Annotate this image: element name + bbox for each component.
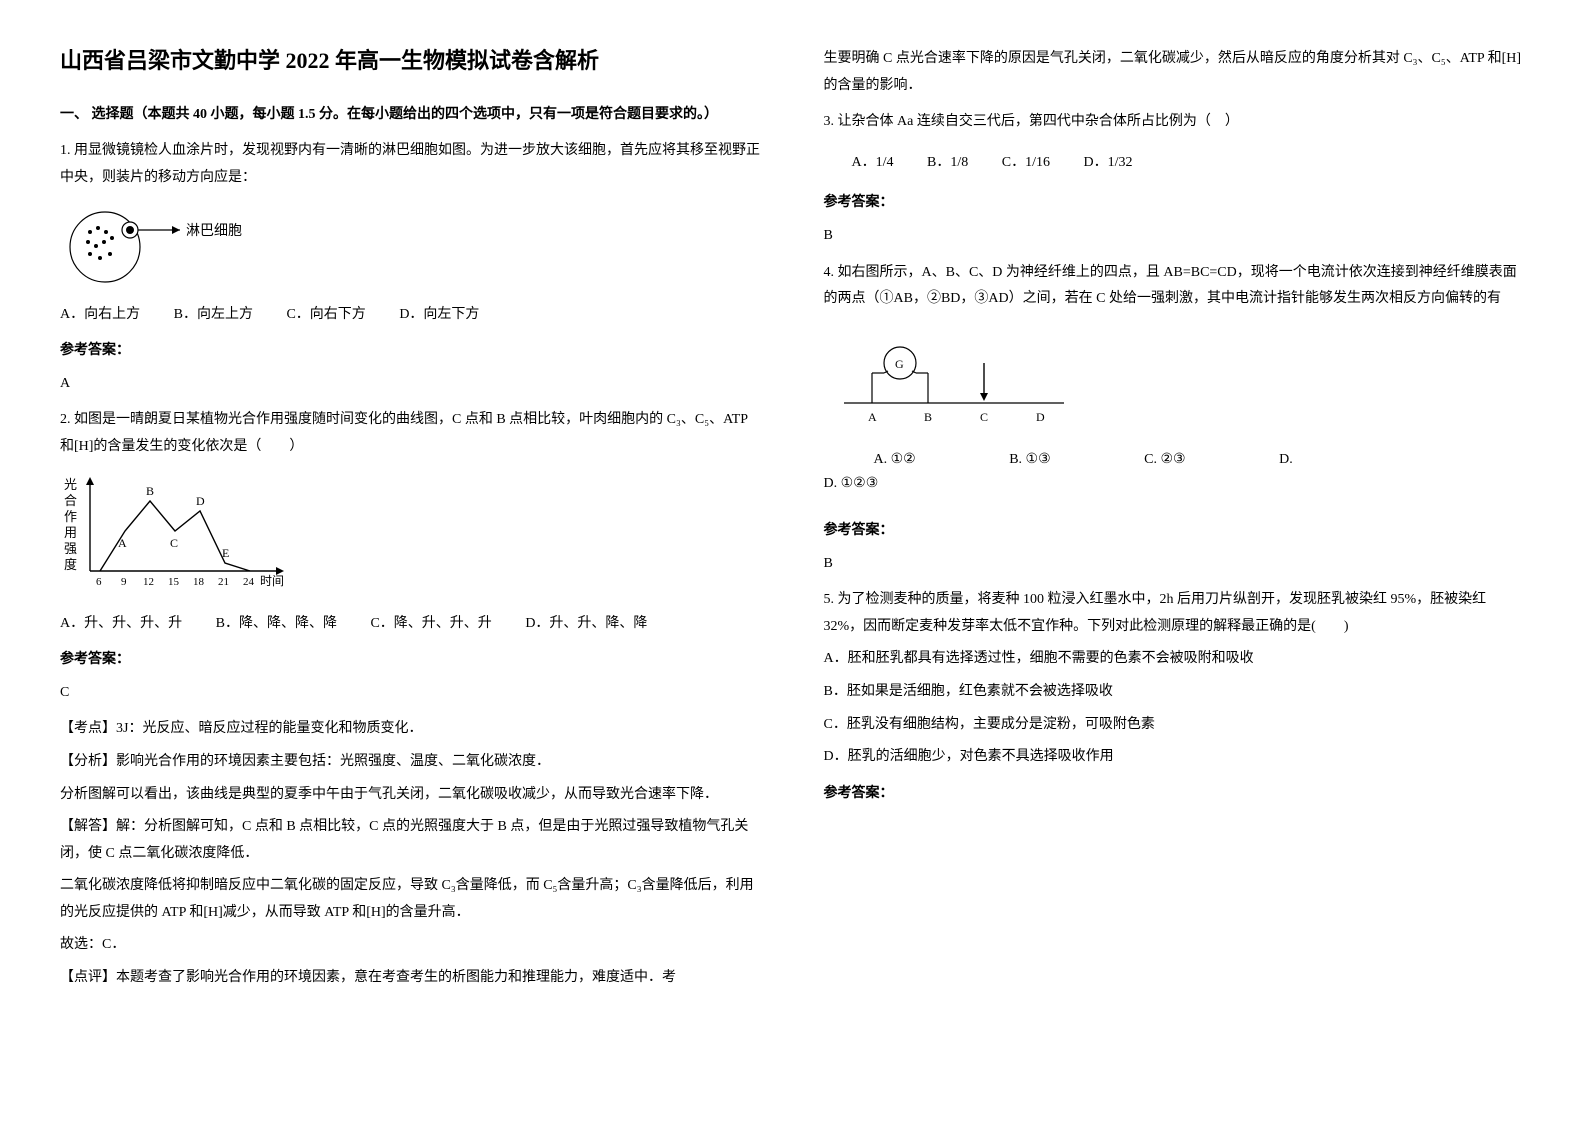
- question-4: 4. 如右图所示，A、B、C、D 为神经纤维上的四点，且 AB=BC=CD，现将…: [824, 260, 1528, 578]
- svg-text:24: 24: [243, 576, 255, 588]
- q1-diagram-label: 淋巴细胞: [186, 223, 242, 239]
- q3-optB: B．1/8: [927, 150, 968, 177]
- svg-text:A: A: [868, 410, 877, 424]
- q4-optC: C. ②③: [1144, 447, 1185, 474]
- q5-optB: B．胚如果是活细胞，红色素就不会被选择吸收: [824, 679, 1528, 706]
- q1-diagram: 淋巴细胞: [60, 202, 764, 292]
- svg-text:A: A: [118, 536, 127, 550]
- q2-chart: 光 合 作 用 强 度 A B: [60, 471, 764, 601]
- q2-optD: D．升、升、降、降: [525, 611, 647, 638]
- svg-text:21: 21: [218, 576, 229, 588]
- q2-answer-label: 参考答案：: [60, 647, 764, 674]
- svg-text:E: E: [222, 546, 229, 560]
- svg-text:D: D: [1036, 410, 1045, 424]
- q1-optD: D．向左下方: [399, 302, 479, 329]
- svg-text:合: 合: [64, 493, 77, 508]
- q3-answer-label: 参考答案：: [824, 190, 1528, 217]
- svg-text:C: C: [980, 410, 988, 424]
- question-3: 3. 让杂合体 Aa 连续自交三代后，第四代中杂合体所占比例为（ ） A．1/4…: [824, 109, 1528, 249]
- q5-optC: C．胚乳没有细胞结构，主要成分是淀粉，可吸附色素: [824, 712, 1528, 739]
- q2-fenxi-1: 【分析】影响光合作用的环境因素主要包括：光照强度、温度、二氧化碳浓度．: [60, 749, 764, 776]
- q1-optC: C．向右下方: [286, 302, 365, 329]
- svg-text:B: B: [146, 484, 154, 498]
- q1-optA: A．向右上方: [60, 302, 140, 329]
- q4-stem: 4. 如右图所示，A、B、C、D 为神经纤维上的四点，且 AB=BC=CD，现将…: [824, 260, 1528, 313]
- q1-answer: A: [60, 371, 764, 398]
- svg-text:用: 用: [64, 525, 77, 540]
- page-title: 山西省吕梁市文勤中学 2022 年高一生物模拟试卷含解析: [60, 40, 764, 82]
- q2-optC: C．降、升、升、升: [370, 611, 491, 638]
- q5-answer-label: 参考答案：: [824, 781, 1528, 808]
- q2-jieda-2: 二氧化碳浓度降低将抑制暗反应中二氧化碳的固定反应，导致 C₃含量降低，而 C₅含…: [60, 873, 764, 926]
- svg-text:光: 光: [64, 477, 77, 492]
- svg-text:B: B: [924, 410, 932, 424]
- q3-stem: 3. 让杂合体 Aa 连续自交三代后，第四代中杂合体所占比例为（ ）: [824, 109, 1528, 136]
- q3-answer: B: [824, 223, 1528, 250]
- q5-stem: 5. 为了检测麦种的质量，将麦种 100 粒浸入红墨水中，2h 后用刀片纵剖开，…: [824, 587, 1528, 640]
- q5-optD: D．胚乳的活细胞少，对色素不具选择吸收作用: [824, 744, 1528, 771]
- q1-answer-label: 参考答案：: [60, 338, 764, 365]
- question-1: 1. 用显微镜镜检人血涂片时，发现视野内有一清晰的淋巴细胞如图。为进一步放大该细…: [60, 138, 764, 397]
- q2-jieda-1: 【解答】解：分析图解可知，C 点和 B 点相比较，C 点的光照强度大于 B 点，…: [60, 814, 764, 867]
- q2-dianping-part2: 生要明确 C 点光合速率下降的原因是气孔关闭，二氧化碳减少，然后从暗反应的角度分…: [824, 46, 1528, 99]
- question-5: 5. 为了检测麦种的质量，将麦种 100 粒浸入红墨水中，2h 后用刀片纵剖开，…: [824, 587, 1528, 807]
- q4-optB: B. ①③: [1009, 447, 1050, 474]
- svg-text:强: 强: [64, 541, 77, 556]
- q1-options: A．向右上方 B．向左上方 C．向右下方 D．向左下方: [60, 302, 764, 329]
- q2-jieda-3: 故选：C．: [60, 932, 764, 959]
- q2-options: A．升、升、升、升 B．降、降、降、降 C．降、升、升、升 D．升、升、降、降: [60, 611, 764, 638]
- svg-text:12: 12: [143, 576, 154, 588]
- svg-text:G: G: [895, 357, 904, 371]
- q3-optA: A．1/4: [852, 150, 894, 177]
- question-2: 2. 如图是一晴朗夏日某植物光合作用强度随时间变化的曲线图，C 点和 B 点相比…: [60, 407, 764, 991]
- q1-optB: B．向左上方: [174, 302, 253, 329]
- q2-stem: 2. 如图是一晴朗夏日某植物光合作用强度随时间变化的曲线图，C 点和 B 点相比…: [60, 407, 764, 460]
- q3-options: A．1/4 B．1/8 C．1/16 D．1/32: [852, 150, 1528, 177]
- svg-text:18: 18: [193, 576, 205, 588]
- q2-optA: A．升、升、升、升: [60, 611, 182, 638]
- q2-dianping-part1: 【点评】本题考查了影响光合作用的环境因素，意在考查考生的析图能力和推理能力，难度…: [60, 965, 764, 992]
- q4-optD-prefix: D.: [1279, 447, 1293, 474]
- svg-text:度: 度: [64, 557, 77, 572]
- q2-optB: B．降、降、降、降: [216, 611, 337, 638]
- svg-text:9: 9: [121, 576, 127, 588]
- q4-answer: B: [824, 551, 1528, 578]
- q5-optA: A．胚和胚乳都具有选择透过性，细胞不需要的色素不会被吸附和吸收: [824, 646, 1528, 673]
- svg-text:D: D: [196, 494, 205, 508]
- svg-text:时间: 时间: [260, 574, 284, 588]
- q2-fenxi-2: 分析图解可以看出，该曲线是典型的夏季中午由于气孔关闭，二氧化碳吸收减少，从而导致…: [60, 782, 764, 809]
- q4-options: A. ①② B. ①③ C. ②③ D.: [824, 447, 1528, 474]
- q1-stem: 1. 用显微镜镜检人血涂片时，发现视野内有一清晰的淋巴细胞如图。为进一步放大该细…: [60, 138, 764, 191]
- svg-text:作: 作: [64, 509, 77, 524]
- q4-answer-label: 参考答案：: [824, 518, 1528, 545]
- q4-diagram: A B C D G: [824, 323, 1528, 433]
- svg-text:15: 15: [168, 576, 180, 588]
- svg-text:6: 6: [96, 576, 102, 588]
- q3-optC: C．1/16: [1002, 150, 1050, 177]
- section-heading: 一、 选择题（本题共 40 小题，每小题 1.5 分。在每小题给出的四个选项中，…: [60, 102, 764, 129]
- q3-optD: D．1/32: [1083, 150, 1132, 177]
- q4-optA: A. ①②: [874, 447, 916, 474]
- svg-text:C: C: [170, 536, 178, 550]
- q4-optD: D. ①②③: [824, 471, 1528, 498]
- q2-answer: C: [60, 680, 764, 707]
- q2-kaodian: 【考点】3J：光反应、暗反应过程的能量变化和物质变化．: [60, 716, 764, 743]
